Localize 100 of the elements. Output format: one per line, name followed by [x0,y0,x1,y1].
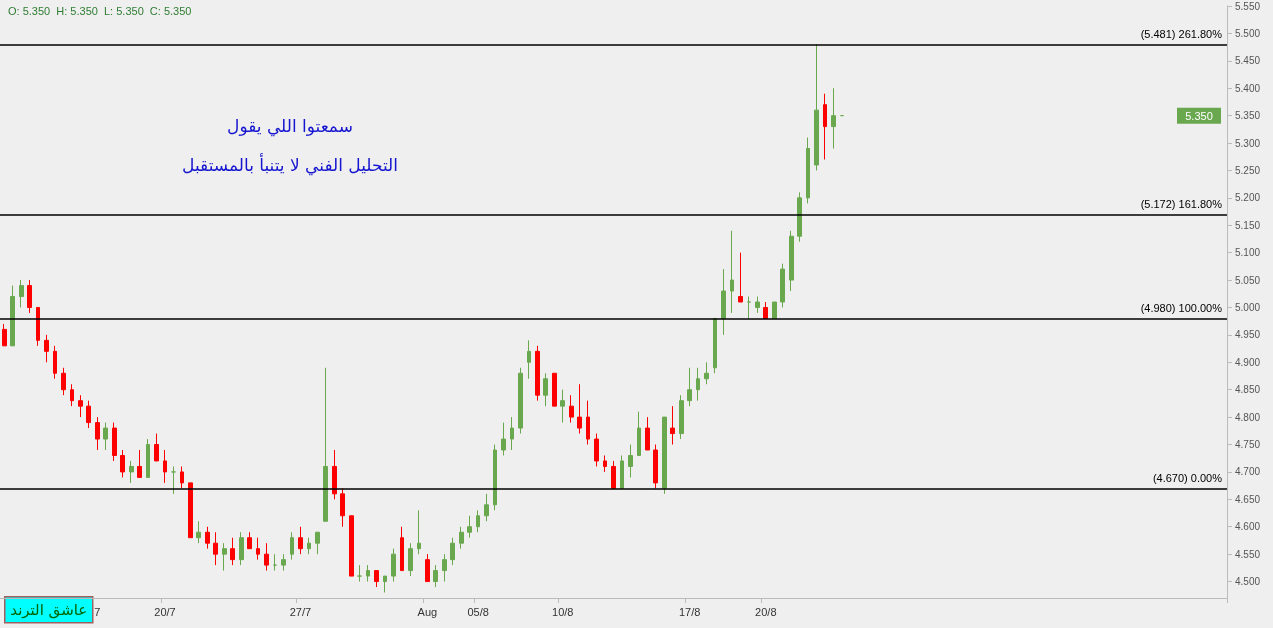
candlestick [653,444,658,489]
candlestick [374,570,379,588]
candlestick [459,526,464,550]
x-tick-label: 05/8 [467,605,489,618]
candlestick [239,531,244,566]
candlestick [112,422,117,462]
y-tick-label: 5.550 [1235,0,1261,12]
candlestick [417,509,421,555]
candlestick [222,542,227,572]
y-tick-label: 5.200 [1235,192,1261,204]
candlestick [806,137,810,204]
candlestick [180,465,184,489]
candlestick [281,553,286,572]
candlestick [772,301,777,319]
candlestick [535,345,540,402]
candlestick [586,400,590,446]
x-tick-label: 20/8 [755,605,777,618]
candlestick [408,542,413,577]
candlestick [527,339,531,380]
candlestick [611,460,616,489]
candlestick [662,416,667,495]
candlestick [290,531,294,561]
candlestick [814,43,819,171]
candlestick [205,526,210,550]
candlestick [154,433,159,462]
candlestick [357,564,362,583]
candlestick [10,285,15,347]
candlestick [137,449,142,478]
candlestick [273,553,277,572]
ref-line-label: (4.670) 0.00% [1152,471,1223,484]
candlestick [789,230,794,292]
candlestick [467,515,472,539]
candlestick [61,367,66,396]
y-tick-label: 5.300 [1235,137,1261,149]
candlestick [27,279,32,314]
candlestick [340,487,345,528]
candlestick [493,444,497,511]
candlestick [400,526,404,572]
candlestick [442,553,447,583]
y-tick-label: 4.950 [1235,329,1261,341]
y-tick-label: 4.650 [1235,493,1261,505]
text: عاشق الترند [10,600,88,619]
y-tick-label: 4.600 [1235,521,1261,533]
y-tick-label: 4.550 [1235,548,1261,560]
candlestick [391,548,396,583]
candlestick [569,394,574,424]
annotation: التحليل الفني لا يتنبأ بالمستقبل [182,153,398,176]
candlestick [95,416,100,451]
annotation: 5.350 [1185,109,1213,122]
candlestick [763,301,768,319]
candlestick [687,367,692,407]
x-tick-label: 27/7 [289,605,312,618]
ref-line-label: (5.481) 261.80% [1140,27,1223,40]
annotation: O: 5.350 H: 5.350 L: 5.350 C: 5.350 [8,4,192,17]
candlestick [323,367,328,522]
candlestick [425,553,430,583]
y-tick-label: 4.500 [1235,576,1261,588]
candlestick [476,509,480,533]
y-tick-label: 4.800 [1235,411,1261,423]
candlestick [637,411,641,456]
candlestick [501,422,506,456]
candlestick [620,454,624,489]
candlestick [44,334,49,363]
candlestick [738,252,743,303]
candlestick [518,367,523,435]
candlestick [196,520,201,544]
candlestick [543,372,548,407]
candlestick [70,383,74,407]
candlestick [670,405,675,446]
candlestick [366,564,370,583]
candlestick [603,454,607,473]
candlestick [780,263,785,308]
candlestick [2,323,7,347]
candlestick [349,515,354,577]
candlestick [552,372,557,407]
candlestick [628,444,633,478]
candlestick [645,416,650,451]
ref-line-label: (5.172) 161.80% [1140,197,1223,210]
annotation: سمعتوا اللي يقول [227,116,353,137]
y-tick-label: 5.100 [1235,247,1261,259]
candlestick [747,296,751,319]
candlestick [450,537,455,566]
candlestick [188,482,193,539]
y-tick-label: 4.700 [1235,466,1261,478]
y-tick-label: 4.850 [1235,384,1261,396]
candlestick [307,537,311,555]
candlestick [696,367,700,402]
candlestick [704,361,709,385]
candlestick [315,531,320,555]
candlestick [86,400,91,429]
y-tick-label: 5.000 [1235,301,1261,313]
candlestick [230,537,235,566]
candlestick [53,345,57,380]
y-tick-label: 4.900 [1235,356,1261,368]
y-tick-label: 5.450 [1235,55,1261,67]
candlestick [831,87,836,150]
y-tick-label: 5.050 [1235,274,1261,286]
candlestick [383,575,387,594]
candlestick [560,389,565,424]
candlestick [730,230,734,314]
